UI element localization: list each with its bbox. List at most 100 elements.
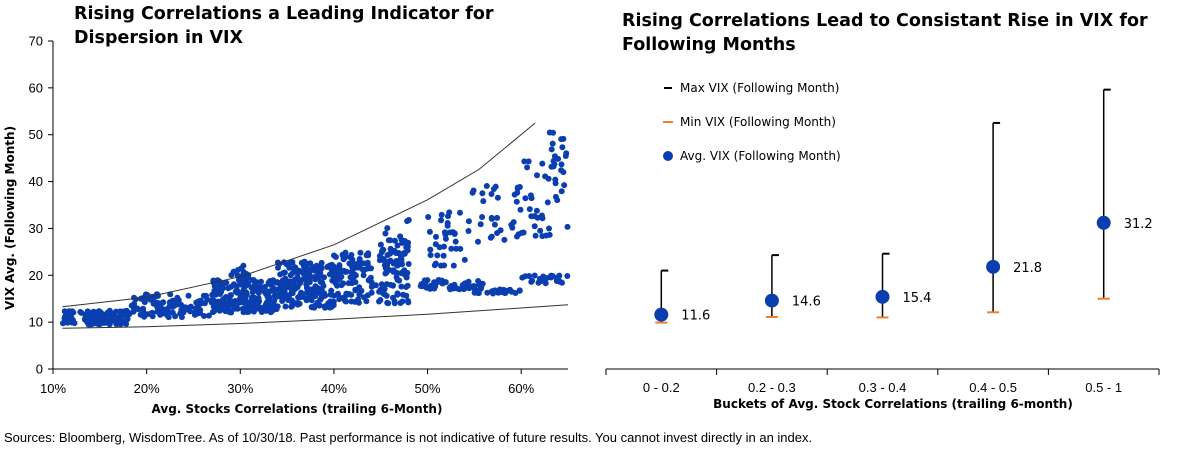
scatter-point	[277, 280, 284, 287]
scatter-point	[294, 274, 301, 281]
scatter-point	[426, 228, 433, 235]
scatter-point	[465, 228, 472, 234]
y-tick-label: 10	[29, 315, 43, 330]
scatter-point	[308, 297, 315, 304]
scatter-point	[167, 299, 174, 306]
scatter-point	[296, 294, 303, 301]
scatter-point	[454, 285, 461, 292]
scatter-point	[551, 161, 558, 168]
scatter-point	[494, 214, 501, 221]
scatter-point	[479, 214, 486, 220]
scatter-point	[425, 214, 432, 220]
scatter-point	[335, 277, 341, 283]
scatter-point	[404, 297, 411, 304]
scatter-point	[461, 256, 468, 263]
scatter-point	[92, 309, 99, 316]
scatter-point	[81, 315, 88, 322]
scatter-point	[531, 223, 538, 230]
scatter-point	[563, 150, 570, 157]
scatter-point	[341, 267, 347, 274]
y-tick-label: 60	[29, 80, 43, 95]
scatter-point	[348, 252, 355, 258]
scatter-point	[275, 264, 281, 271]
scatter-point	[558, 188, 565, 195]
scatter-point	[362, 266, 369, 273]
scatter-point	[517, 206, 524, 213]
scatter-point	[549, 140, 556, 147]
scatter-point	[263, 307, 270, 314]
scatter-point	[185, 292, 192, 299]
scatter-point	[514, 185, 521, 192]
scatter-point	[400, 291, 406, 298]
scatter-point	[360, 272, 367, 279]
range-chart: 0 - 0.2 0.2 - 0.3 0.3 - 0.4 0.4 - 0.5 0.5 - …	[605, 81, 1160, 411]
scatter-point	[313, 262, 320, 269]
scatter-point	[247, 299, 253, 306]
scatter-point	[296, 300, 303, 307]
scatter-point	[431, 279, 438, 286]
scatter-point	[303, 289, 310, 296]
scatter-point	[336, 265, 343, 272]
scatter-point	[384, 225, 391, 232]
scatter-point	[431, 262, 438, 269]
scatter-point	[317, 272, 323, 279]
scatter-point	[558, 167, 565, 174]
scatter-point	[401, 250, 408, 257]
scatter-point	[511, 191, 518, 198]
x-tick-label: 30%	[227, 381, 253, 396]
avg-vix-point	[875, 289, 890, 304]
scatter-point	[479, 280, 486, 287]
scatter-point	[301, 258, 308, 265]
scatter-point	[280, 270, 287, 276]
scatter-point	[356, 291, 363, 298]
scatter-point	[209, 309, 216, 316]
scatter-point	[197, 297, 204, 304]
scatter-point	[398, 236, 405, 243]
scatter-point	[527, 192, 534, 199]
scatter-point	[348, 291, 355, 298]
scatter-point	[164, 312, 171, 319]
scatter-point	[377, 241, 384, 248]
scatter-point	[395, 250, 402, 256]
scatter-point	[228, 272, 235, 279]
scatter-point	[522, 273, 529, 280]
scatter-point	[234, 288, 241, 295]
scatter-point	[336, 296, 343, 303]
scatter-point	[78, 309, 85, 316]
scatter-point	[491, 287, 498, 294]
scatter-point	[385, 300, 392, 307]
scatter-point	[285, 297, 291, 303]
scatter-point	[436, 244, 443, 251]
scatter-point	[243, 309, 250, 315]
scatter-point	[205, 312, 212, 319]
scatter-point	[404, 270, 411, 276]
scatter-point	[398, 261, 405, 268]
scatter-point	[64, 319, 71, 326]
scatter-point	[398, 283, 405, 290]
scatter-point	[438, 262, 444, 269]
x-axis-title: Avg. Stocks Correlations (trailing 6-Mon…	[152, 402, 443, 416]
scatter-point	[475, 238, 481, 245]
avg-vix-data-label: 14.6	[792, 295, 821, 310]
scatter-point	[539, 160, 546, 167]
scatter-point	[526, 206, 533, 213]
scatter-point	[501, 236, 508, 243]
avg-vix-point	[1096, 215, 1111, 230]
avg-vix-data-label: 11.6	[681, 309, 710, 324]
scatter-point	[471, 289, 478, 296]
scatter-point	[330, 263, 337, 269]
scatter-point	[383, 259, 390, 266]
scatter-point	[318, 259, 325, 266]
scatter-point	[521, 158, 528, 165]
scatter-points	[60, 129, 571, 328]
scatter-point	[386, 266, 393, 273]
scatter-point	[253, 286, 260, 293]
scatter-point	[545, 175, 552, 182]
scatter-point	[368, 265, 374, 272]
scatter-point	[525, 158, 532, 165]
scatter-point	[452, 238, 459, 245]
scatter-point	[546, 225, 552, 232]
scatter-point	[446, 284, 453, 291]
y-axis-title: VIX Avg. (Following Month)	[3, 126, 17, 310]
scatter-point	[465, 218, 472, 225]
